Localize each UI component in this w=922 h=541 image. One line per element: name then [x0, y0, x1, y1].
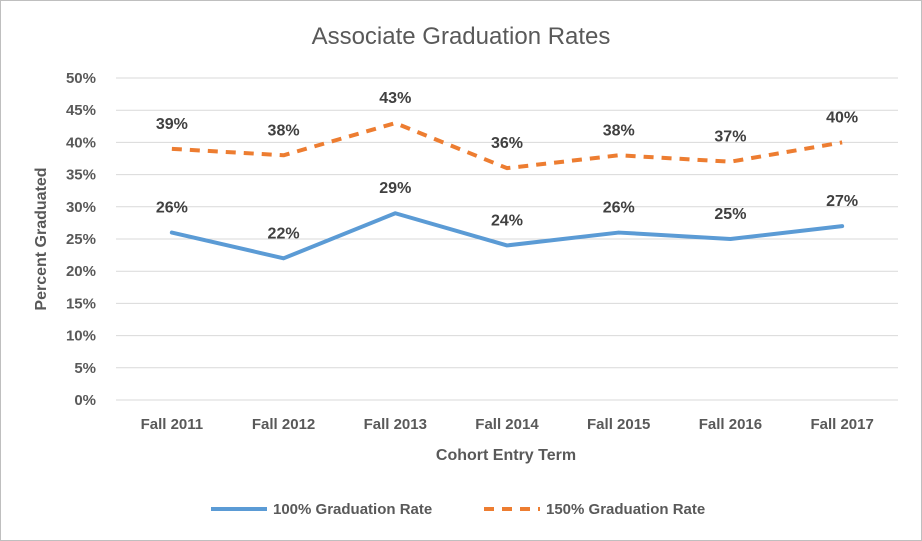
chart-title: Associate Graduation Rates: [312, 23, 611, 50]
series-lines: [169, 121, 845, 261]
data-label: 29%: [379, 180, 411, 197]
data-labels: 26% 22% 29% 24% 26% 25% 27% 39% 38% 43% 36% 38% 37% 4…: [156, 90, 858, 242]
y-tick-label: 20%: [66, 263, 96, 280]
data-label: 36%: [491, 135, 523, 152]
legend-label: 100% Graduation Rate: [273, 501, 432, 518]
data-label: 22%: [268, 225, 300, 242]
data-label: 26%: [156, 200, 188, 217]
y-tick-label: 50%: [66, 70, 96, 87]
data-label: 37%: [714, 129, 746, 146]
data-label: 26%: [603, 200, 635, 217]
data-label: 27%: [826, 193, 858, 210]
series-line-100: [169, 211, 845, 261]
y-tick-label: 0%: [74, 392, 96, 409]
y-tick-label: 30%: [66, 199, 96, 216]
y-tick-label: 35%: [66, 167, 96, 184]
x-tick-label: Fall 2013: [364, 416, 427, 433]
gridlines: [116, 77, 898, 401]
data-label: 40%: [826, 109, 858, 126]
x-tick-label: Fall 2015: [587, 416, 650, 433]
x-tick-label: Fall 2011: [141, 416, 204, 433]
data-label: 43%: [379, 90, 411, 107]
y-tick-label: 15%: [66, 295, 96, 312]
data-label: 38%: [603, 122, 635, 139]
x-tick-label: Fall 2016: [699, 416, 762, 433]
y-tick-label: 40%: [66, 134, 96, 151]
legend: 100% Graduation Rate 150% Graduation Rate: [211, 501, 705, 518]
x-tick-label: Fall 2017: [810, 416, 873, 433]
data-label: 25%: [714, 206, 746, 223]
y-axis-label: Percent Graduated: [33, 167, 50, 310]
x-axis-ticks: Fall 2011 Fall 2012 Fall 2013 Fall 2014 Fall…: [141, 416, 874, 433]
data-label: 38%: [268, 122, 300, 139]
y-tick-label: 45%: [66, 102, 96, 119]
series-line-150: [171, 121, 843, 171]
y-tick-label: 10%: [66, 328, 96, 345]
data-label: 39%: [156, 116, 188, 133]
y-tick-label: 5%: [74, 360, 96, 377]
x-axis-label: Cohort Entry Term: [436, 447, 576, 464]
y-tick-label: 25%: [66, 231, 96, 248]
x-tick-label: Fall 2012: [252, 416, 315, 433]
x-tick-label: Fall 2014: [475, 416, 539, 433]
y-axis-ticks: 0% 5% 10% 15% 20% 25% 30% 35% 40% 45% 50%: [66, 70, 96, 409]
data-label: 24%: [491, 212, 523, 229]
legend-label: 150% Graduation Rate: [546, 501, 705, 518]
